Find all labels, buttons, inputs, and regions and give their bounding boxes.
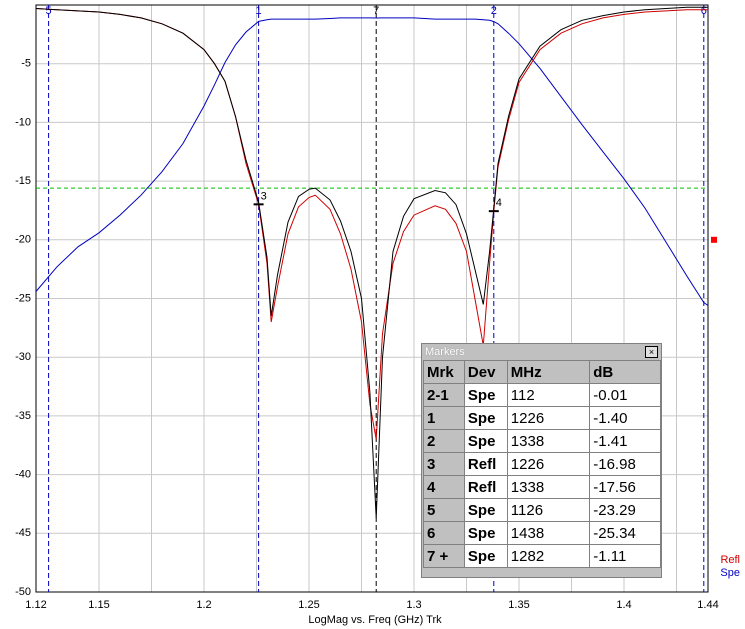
- table-cell: Spe: [463, 406, 508, 430]
- table-cell: -16.98: [589, 452, 661, 476]
- y-tick-label: -15: [15, 175, 31, 187]
- y-tick-label: -20: [15, 234, 31, 246]
- marker-label: 5: [46, 5, 52, 17]
- table-cell: 1282: [506, 544, 591, 568]
- table-cell: 5: [423, 498, 465, 522]
- table-cell: 1438: [506, 521, 591, 545]
- table-row: 1 Spe 1226 -1.40: [423, 406, 661, 430]
- table-cell: 1226: [506, 452, 591, 476]
- table-cell: Spe: [463, 544, 508, 568]
- table-cell: 2: [423, 429, 465, 453]
- table-cell: Spe: [463, 521, 508, 545]
- panel-title: Markers: [425, 346, 465, 358]
- marker-label: 6: [701, 5, 707, 17]
- table-cell: -1.40: [589, 406, 661, 430]
- trace: [35, 6, 708, 519]
- table-cell: 3: [423, 452, 465, 476]
- table-row: 4 Refl 1338 -17.56: [423, 475, 661, 499]
- marker-label: 7: [373, 5, 379, 17]
- table-cell: 112: [506, 383, 591, 407]
- table-row: 3 Refl 1226 -16.98: [423, 452, 661, 476]
- header-cell: Mrk: [423, 360, 465, 384]
- x-tick-label: 1.15: [88, 599, 109, 611]
- y-tick-label: -30: [15, 351, 31, 363]
- table-row: 7 + Spe 1282 -1.11: [423, 544, 661, 568]
- trace-marker-label: 4: [496, 197, 502, 209]
- table-cell: -1.41: [589, 429, 661, 453]
- markers-table: Mrk Dev MHz dB 2-1 Spe 112 -0.01 1 Spe 1226 -1.40 2 S…: [423, 360, 661, 568]
- x-tick-label: 1.25: [298, 599, 319, 611]
- markers-panel: Markers × Mrk Dev MHz dB 2-1 Spe 112 -0.01 1 Spe 12…: [421, 343, 662, 578]
- header-cell: dB: [589, 360, 661, 384]
- table-row: 2 Spe 1338 -1.41: [423, 429, 661, 453]
- y-tick-label: -10: [15, 116, 31, 128]
- x-tick-label: 1.35: [508, 599, 529, 611]
- marker-label: 1: [256, 5, 262, 17]
- table-cell: Spe: [463, 429, 508, 453]
- reference-marker: [711, 236, 717, 243]
- table-cell: Refl: [463, 452, 508, 476]
- table-cell: 1338: [506, 475, 591, 499]
- table-cell: -23.29: [589, 498, 661, 522]
- table-cell: -0.01: [589, 383, 661, 407]
- y-tick-label: -45: [15, 527, 31, 539]
- table-cell: 1: [423, 406, 465, 430]
- table-cell: Refl: [463, 475, 508, 499]
- table-cell: -17.56: [589, 475, 661, 499]
- x-tick-label: 1.4: [616, 599, 631, 611]
- close-button[interactable]: ×: [645, 346, 658, 358]
- panel-title-bar: Markers ×: [422, 344, 661, 360]
- table-cell: 1338: [506, 429, 591, 453]
- x-tick-label: 1.2: [196, 599, 211, 611]
- y-tick-label: -50: [15, 586, 31, 598]
- y-tick-label: -40: [15, 469, 31, 481]
- legend-entry: Spe: [720, 567, 740, 579]
- table-cell: Spe: [463, 498, 508, 522]
- table-cell: 7 +: [423, 544, 465, 568]
- table-row: 2-1 Spe 112 -0.01: [423, 383, 661, 407]
- marker-label: 2: [491, 5, 497, 17]
- y-tick-label: -35: [15, 410, 31, 422]
- y-tick-label: -5: [21, 58, 31, 70]
- table-cell: 2-1: [423, 383, 465, 407]
- table-cell: -1.11: [589, 544, 661, 568]
- trace-marker-label: 3: [261, 190, 267, 202]
- table-cell: Spe: [463, 383, 508, 407]
- x-tick-label: 1.3: [406, 599, 421, 611]
- header-cell: Dev: [463, 360, 508, 384]
- legend-entry: Refl: [720, 554, 740, 566]
- plot-border: [35, 4, 709, 593]
- table-cell: 4: [423, 475, 465, 499]
- y-tick-label: -25: [15, 292, 31, 304]
- table-row: 5 Spe 1126 -23.29: [423, 498, 661, 522]
- table-cell: 6: [423, 521, 465, 545]
- x-tick-label: 1.12: [25, 599, 46, 611]
- table-cell: 1226: [506, 406, 591, 430]
- x-tick-label: 1.44: [697, 599, 718, 611]
- x-axis-label: LogMag vs. Freq (GHz) Trk: [308, 614, 442, 626]
- table-row: 6 Spe 1438 -25.34: [423, 521, 661, 545]
- trace: [35, 17, 709, 306]
- header-row: Mrk Dev MHz dB: [423, 360, 661, 384]
- table-cell: -25.34: [589, 521, 661, 545]
- table-cell: 1126: [506, 498, 591, 522]
- header-cell: MHz: [506, 360, 591, 384]
